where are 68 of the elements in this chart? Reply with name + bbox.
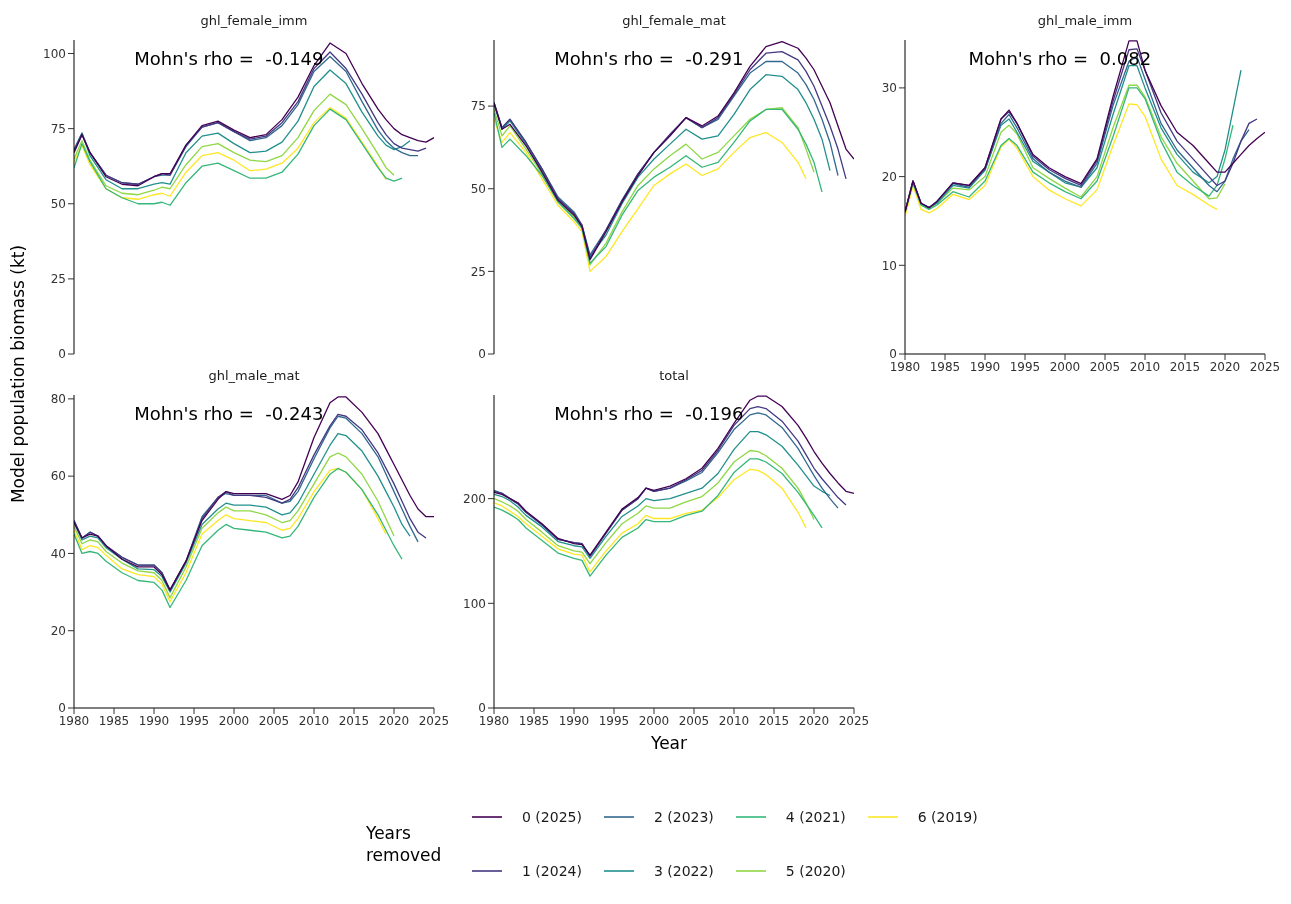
x-tick-label: 1995 <box>178 713 210 728</box>
legend-label: 2 (2023) <box>653 809 714 825</box>
y-tick-label: 20 <box>50 623 66 638</box>
y-tick-label: 60 <box>50 469 66 484</box>
x-tick-label: 2020 <box>1209 359 1241 374</box>
chart-title: ghl_female_imm <box>199 13 309 28</box>
y-tick-label: 75 <box>470 99 486 114</box>
x-tick-label: 2010 <box>718 713 750 728</box>
chart-title: ghl_male_mat <box>207 368 301 383</box>
y-tick-label: 100 <box>43 46 66 61</box>
x-tick-label: 1990 <box>969 359 1001 374</box>
x-tick-label: 1990 <box>138 713 170 728</box>
x-tick-label: 1985 <box>98 713 130 728</box>
chart-title: ghl_male_imm <box>1036 13 1134 28</box>
y-tick-label: 75 <box>50 121 66 136</box>
legend-title: Years removed <box>366 822 443 866</box>
x-tick-label: 1980 <box>478 713 510 728</box>
chart-title: ghl_female_mat <box>621 13 727 28</box>
chart-title: total <box>658 368 690 383</box>
y-tick-label: 25 <box>470 264 486 279</box>
legend-label: 5 (2020) <box>785 863 846 879</box>
y-tick-label: 100 <box>463 596 486 611</box>
x-tick-label: 1980 <box>889 359 921 374</box>
x-tick-label: 2015 <box>338 713 370 728</box>
y-tick-label: 25 <box>50 272 66 287</box>
annotation: Mohn's rho = -0.243 <box>133 403 325 424</box>
x-tick-label: 2025 <box>1249 359 1281 374</box>
x-tick-label: 1995 <box>598 713 630 728</box>
x-tick-label: 2000 <box>218 713 250 728</box>
y-tick-label: 30 <box>881 81 897 96</box>
x-tick-label: 1990 <box>558 713 590 728</box>
x-tick-label: 2000 <box>638 713 670 728</box>
x-tick-label: 2010 <box>298 713 330 728</box>
x-tick-label: 2015 <box>758 713 790 728</box>
legend-label: 0 (2025) <box>522 809 582 825</box>
x-tick-label: 2010 <box>1129 359 1161 374</box>
legend-label: 3 (2022) <box>653 863 714 879</box>
x-tick-label: 2000 <box>1049 359 1081 374</box>
annotation: Mohn's rho = -0.291 <box>553 48 745 69</box>
y-tick-label: 10 <box>881 258 897 273</box>
x-tick-label: 2025 <box>838 713 870 728</box>
y-tick-label: 50 <box>50 197 66 212</box>
x-tick-label: 1980 <box>58 713 90 728</box>
x-tick-label: 1995 <box>1009 359 1041 374</box>
x-tick-label: 1985 <box>518 713 550 728</box>
y-tick-label: 200 <box>463 491 486 506</box>
legend-label: 1 (2024) <box>522 863 582 879</box>
y-tick-label: 0 <box>889 347 897 362</box>
y-tick-label: 80 <box>50 392 66 407</box>
y-tick-label: 40 <box>50 546 66 561</box>
x-tick-label: 2025 <box>418 713 450 728</box>
legend-label: 4 (2021) <box>785 809 846 825</box>
y-tick-label: 0 <box>58 701 66 716</box>
x-tick-label: 2005 <box>1089 359 1121 374</box>
legend-label: 6 (2019) <box>917 809 978 825</box>
x-tick-label: 2005 <box>678 713 710 728</box>
x-tick-label: 2015 <box>1169 359 1201 374</box>
y-tick-label: 0 <box>58 347 66 362</box>
y-tick-label: 0 <box>478 347 486 362</box>
x-tick-label: 2020 <box>378 713 410 728</box>
y-tick-label: 0 <box>478 701 486 716</box>
y-tick-label: 50 <box>470 182 486 196</box>
x-tick-label: 2005 <box>258 713 290 728</box>
x-tick-label: 1985 <box>929 359 961 374</box>
x-axis-title: Year <box>650 733 688 753</box>
x-tick-label: 2020 <box>798 713 830 728</box>
y-tick-label: 20 <box>881 169 897 184</box>
y-axis-title: Model population biomass (kt) <box>8 244 28 504</box>
